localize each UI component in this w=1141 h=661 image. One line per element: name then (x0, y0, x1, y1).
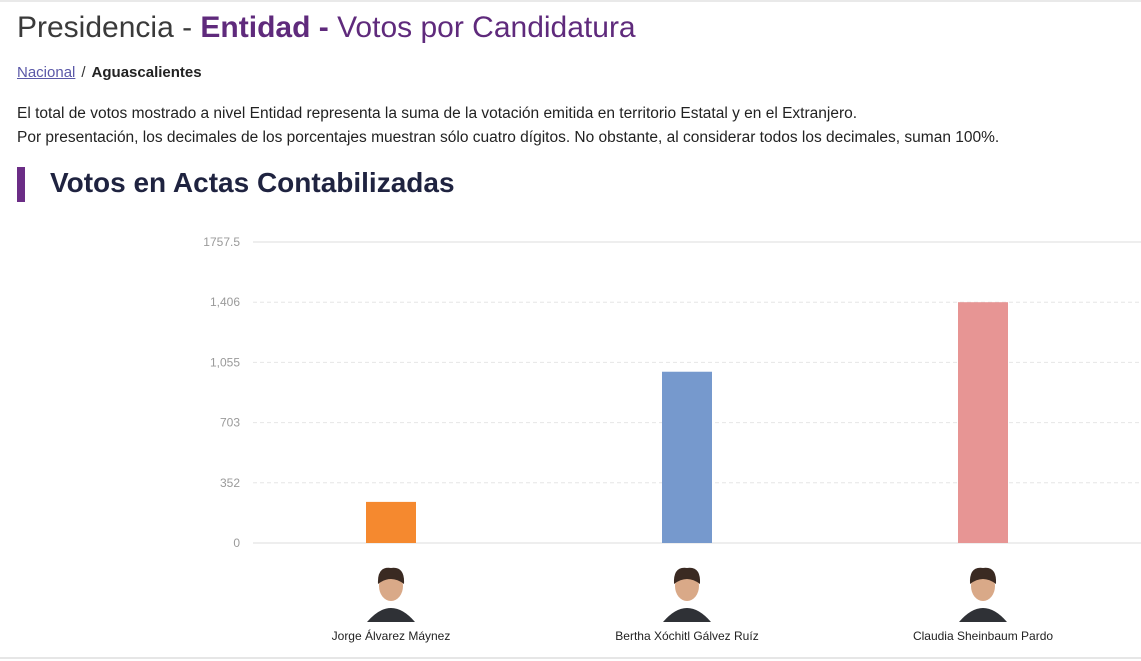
title-view: Votos por Candidatura (337, 11, 636, 44)
title-level: Entidad - (200, 11, 338, 44)
chart-bars (366, 302, 1008, 543)
x-category-label: Jorge Álvarez Máynez (332, 628, 451, 643)
y-axis: 0 352 703 1,055 1,406 1757.5 (203, 235, 240, 550)
avatar-shoulders (367, 608, 415, 622)
avatar-hair (377, 567, 405, 584)
candidate-avatar-2 (953, 562, 1013, 622)
top-divider (0, 0, 1141, 2)
candidate-avatar-0 (361, 562, 421, 622)
avatar-shoulders (959, 608, 1007, 622)
section-accent-bar (17, 167, 25, 202)
x-category-label: Bertha Xóchitl Gálvez Ruíz (615, 629, 758, 643)
info-note-decimals: Por presentación, los decimales de los p… (17, 129, 1000, 146)
x-category-label: Claudia Sheinbaum Pardo (913, 629, 1053, 643)
y-tick-label: 1757.5 (203, 235, 240, 249)
bar-0[interactable] (366, 501, 416, 543)
breadcrumb-separator: / (81, 64, 86, 81)
breadcrumb-link-nacional[interactable]: Nacional (17, 64, 76, 81)
y-tick-label: 1,055 (210, 355, 240, 369)
candidate-avatar-1 (657, 562, 717, 622)
avatar-hair (969, 567, 997, 584)
y-tick-label: 352 (220, 476, 240, 490)
x-axis: Jorge Álvarez Máynez Bertha Xóchitl Gálve… (332, 562, 1053, 643)
info-notes: El total de votos mostrado a nivel Entid… (17, 102, 999, 150)
title-office: Presidencia - (17, 11, 201, 44)
section-title: Votos en Actas Contabilizadas (50, 167, 455, 198)
y-tick-label: 703 (220, 416, 240, 430)
bar-1[interactable] (662, 371, 712, 543)
bar-2[interactable] (958, 302, 1008, 543)
page-title: Presidencia - Entidad - Votos por Candid… (17, 8, 636, 48)
y-tick-label: 1,406 (210, 295, 240, 309)
info-note-total: El total de votos mostrado a nivel Entid… (17, 105, 858, 122)
avatar-shoulders (663, 608, 711, 622)
y-tick-label: 0 (233, 536, 240, 550)
breadcrumb-current: Aguascalientes (91, 64, 202, 81)
bottom-divider (0, 657, 1141, 659)
breadcrumb: Nacional / Aguascalientes (17, 63, 202, 83)
avatar-hair (673, 567, 701, 584)
